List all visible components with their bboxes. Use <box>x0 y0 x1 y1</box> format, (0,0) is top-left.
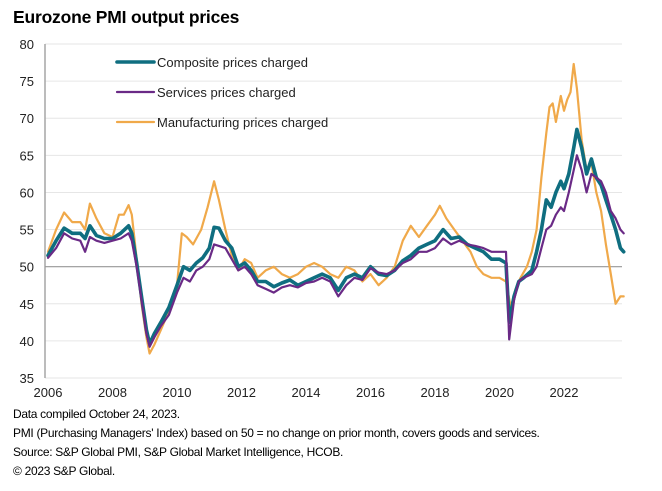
x-tick-label: 2018 <box>421 385 450 400</box>
legend-label: Services prices charged <box>157 85 296 100</box>
chart-title: Eurozone PMI output prices <box>13 7 240 27</box>
series-lines <box>46 62 626 355</box>
footnote-source: Source: S&P Global PMI, S&P Global Marke… <box>13 445 344 459</box>
y-tick-label: 60 <box>20 185 34 200</box>
footnote-date: Data compiled October 24, 2023. <box>13 407 180 421</box>
y-tick-label: 75 <box>20 74 34 89</box>
x-axis-ticks: 2006 2008 2010 2012 2014 2016 2018 2020 2022 <box>34 385 579 400</box>
x-tick-label: 2014 <box>292 385 321 400</box>
footnote-copyright: © 2023 S&P Global. <box>13 464 115 478</box>
x-tick-label: 2020 <box>485 385 514 400</box>
x-tick-label: 2022 <box>550 385 579 400</box>
legend-label: Manufacturing prices charged <box>157 115 328 130</box>
y-tick-label: 80 <box>20 37 34 52</box>
x-tick-label: 2012 <box>227 385 256 400</box>
y-axis-ticks: 35 40 45 50 55 60 65 70 75 80 <box>20 37 34 386</box>
y-tick-label: 40 <box>20 334 34 349</box>
y-tick-label: 55 <box>20 223 34 238</box>
footnote-definition: PMI (Purchasing Managers' Index) based o… <box>13 426 540 440</box>
series-line-manufacturing-prices-charged <box>46 62 625 355</box>
legend-label: Composite prices charged <box>157 55 308 70</box>
y-tick-label: 45 <box>20 297 34 312</box>
x-tick-label: 2006 <box>34 385 63 400</box>
y-tick-label: 65 <box>20 148 34 163</box>
y-tick-label: 35 <box>20 371 34 386</box>
y-tick-label: 70 <box>20 111 34 126</box>
y-tick-label: 50 <box>20 260 34 275</box>
x-tick-label: 2008 <box>98 385 127 400</box>
legend: Composite prices charged Services prices … <box>115 55 328 130</box>
x-tick-label: 2016 <box>356 385 385 400</box>
x-tick-label: 2010 <box>163 385 192 400</box>
series-line-services-prices-charged <box>46 154 625 348</box>
line-chart: 35 40 45 50 55 60 65 70 75 80 2006 2008 2010 2012 201… <box>20 37 626 400</box>
